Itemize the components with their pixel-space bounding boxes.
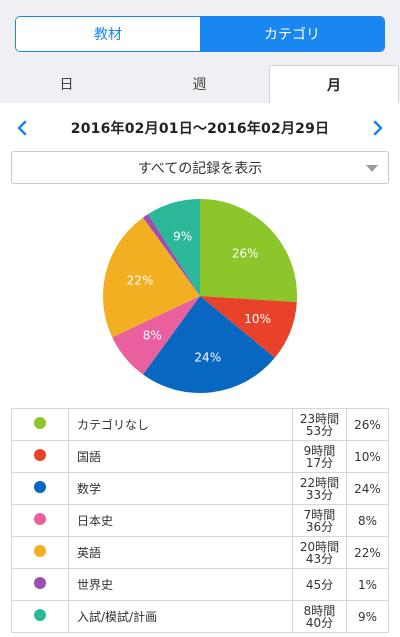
legend-time-line1: 20時間: [299, 539, 340, 554]
legend-category-name: 国語: [68, 440, 293, 473]
legend-row[interactable]: 日本史 7時間 36分 8%: [11, 504, 389, 537]
chevron-right-icon[interactable]: [368, 116, 388, 140]
legend-swatch-cell: [11, 568, 69, 601]
legend-percent: 24%: [346, 472, 389, 505]
pie-slice: [142, 296, 275, 393]
legend-swatch-cell: [11, 472, 69, 505]
legend-category-name: 数学: [68, 472, 293, 505]
segment-category-button[interactable]: カテゴリ: [200, 17, 384, 51]
tab-day[interactable]: 日: [59, 77, 74, 93]
segmented-control: 教材 カテゴリ: [15, 16, 385, 52]
legend-time-line2: 33分: [305, 487, 334, 502]
legend-row[interactable]: 国語 9時間 17分 10%: [11, 440, 389, 473]
legend-swatch-cell: [11, 536, 69, 569]
legend-time-line1: 45分: [305, 577, 334, 592]
legend-color-dot: [34, 449, 46, 461]
legend-percent: 10%: [346, 440, 389, 473]
legend-color-dot: [34, 417, 46, 429]
legend-time-line2: 43分: [305, 551, 334, 566]
pie-slice: [102, 217, 200, 338]
legend-row[interactable]: 英語 20時間 43分 22%: [11, 536, 389, 569]
pie-slice-label: 22%: [127, 274, 154, 288]
segment-materials-button[interactable]: 教材: [16, 17, 200, 51]
legend-time-line1: 23時間: [299, 411, 340, 426]
pie-slice-label: 26%: [232, 247, 259, 261]
legend-color-dot: [34, 513, 46, 525]
legend-color-dot: [34, 609, 46, 621]
legend-swatch-cell: [11, 408, 69, 441]
legend-time-line1: 8時間: [303, 603, 336, 618]
legend-time-line1: 22時間: [299, 475, 340, 490]
legend-category-name: 世界史: [68, 568, 293, 601]
pie-chart-svg: 26% 10% 24% 8% 22% 9%: [102, 199, 297, 393]
legend-percent: 8%: [346, 504, 389, 537]
pie-chart: 26% 10% 24% 8% 22% 9%: [100, 196, 300, 396]
legend-time-line1: 7時間: [303, 507, 336, 522]
pie-slice-label: 10%: [244, 312, 271, 326]
legend-category-name: 日本史: [68, 504, 293, 537]
legend-time: 7時間 36分: [292, 504, 347, 537]
legend-percent: 22%: [346, 536, 389, 569]
pie-slice: [200, 296, 297, 358]
legend-row[interactable]: 数学 22時間 33分 24%: [11, 472, 389, 505]
legend-time-line2: 40分: [305, 615, 334, 630]
legend-time-line1: 9時間: [303, 443, 336, 458]
legend-swatch-cell: [11, 504, 69, 537]
legend-category-name: 英語: [68, 536, 293, 569]
date-range-label: 2016年02月01日〜2016年02月29日: [70, 121, 330, 137]
pie-slice-label: 9%: [173, 229, 192, 243]
legend-row[interactable]: 入試/模試/計画 8時間 40分 9%: [11, 600, 389, 633]
header-area: 教材 カテゴリ 日 週 月: [0, 0, 400, 103]
dropdown-caret-icon: [366, 165, 378, 172]
pie-slice: [148, 199, 200, 296]
record-filter-select[interactable]: すべての記録を表示: [11, 151, 389, 184]
legend-swatch-cell: [11, 440, 69, 473]
legend-percent: 9%: [346, 600, 389, 633]
pie-slice: [200, 199, 297, 303]
legend-time-line2: 36分: [305, 519, 334, 534]
record-filter-label: すべての記録を表示: [137, 160, 263, 177]
legend-time: 45分: [292, 568, 347, 601]
legend-time-line2: 17分: [305, 455, 334, 470]
legend-swatch-cell: [11, 600, 69, 633]
legend-color-dot: [34, 481, 46, 493]
legend-category-name: カテゴリなし: [68, 408, 293, 441]
pie-slice-label: 8%: [143, 329, 162, 343]
date-navigation: 2016年02月01日〜2016年02月29日: [0, 112, 400, 144]
period-tabs: 日 週 月: [0, 65, 400, 103]
legend-time: 8時間 40分: [292, 600, 347, 633]
pie-slice: [112, 296, 200, 375]
legend-time: 22時間 33分: [292, 472, 347, 505]
legend-color-dot: [34, 577, 46, 589]
legend-time: 23時間 53分: [292, 408, 347, 441]
chevron-left-icon[interactable]: [12, 116, 32, 140]
legend-percent: 1%: [346, 568, 389, 601]
category-legend-table: カテゴリなし 23時間 53分 26% 国語 9時間 17分 10% 数学 22時間 33分 24% 日…: [11, 408, 389, 633]
legend-time-line2: 53分: [305, 423, 334, 438]
legend-percent: 26%: [346, 408, 389, 441]
legend-color-dot: [34, 545, 46, 557]
legend-row[interactable]: カテゴリなし 23時間 53分 26%: [11, 408, 389, 441]
pie-slice-label: 24%: [194, 351, 221, 365]
legend-row[interactable]: 世界史 45分 1%: [11, 568, 389, 601]
tab-week[interactable]: 週: [192, 77, 207, 93]
legend-time: 9時間 17分: [292, 440, 347, 473]
pie-slice: [142, 214, 200, 296]
legend-time: 20時間 43分: [292, 536, 347, 569]
tab-month[interactable]: 月: [269, 65, 399, 103]
legend-category-name: 入試/模試/計画: [68, 600, 293, 633]
